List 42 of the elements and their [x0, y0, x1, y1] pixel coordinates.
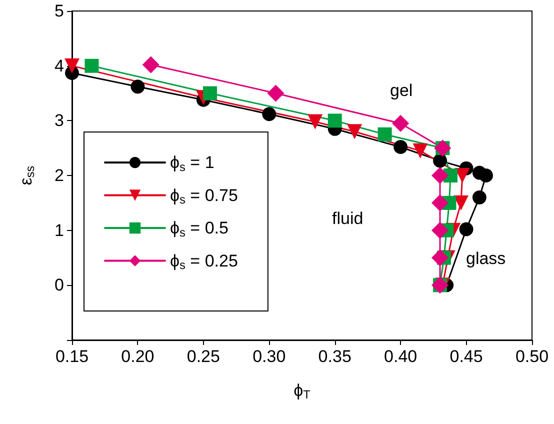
point — [412, 143, 428, 158]
point — [203, 86, 217, 100]
point — [267, 84, 284, 102]
point — [432, 194, 448, 212]
y-tick-label: 5 — [54, 2, 64, 20]
x-tick-label: 0.30 — [252, 347, 286, 366]
point — [308, 114, 323, 130]
point — [454, 168, 470, 183]
y-tick-label: 0 — [54, 276, 64, 295]
y-tick-label: 1 — [54, 220, 64, 240]
point — [394, 140, 408, 154]
x-tick-label: 0.20 — [121, 347, 154, 366]
point — [392, 114, 410, 132]
x-tick-label: 0.25 — [186, 347, 220, 366]
x-tick-label: 0.50 — [515, 347, 549, 366]
y-tick-label: 4 — [54, 56, 64, 76]
y-axis-title: εss — [16, 166, 37, 186]
annotation: gel — [390, 81, 413, 100]
point — [142, 56, 160, 74]
y-tick-label: 3 — [54, 111, 64, 130]
point — [479, 168, 493, 182]
x-tick-label: 0.40 — [384, 347, 418, 366]
point — [130, 80, 145, 94]
point — [84, 58, 99, 73]
annotation: fluid — [332, 209, 364, 228]
point — [459, 222, 474, 236]
x-tick-label: 0.45 — [450, 347, 483, 366]
point — [347, 124, 362, 140]
x-tick-label: 0.35 — [318, 347, 352, 366]
point — [262, 107, 276, 122]
point — [454, 195, 469, 210]
point — [432, 222, 448, 239]
point — [64, 58, 80, 74]
point — [378, 127, 392, 142]
point — [433, 154, 447, 168]
point — [472, 190, 486, 204]
point — [432, 249, 448, 266]
annotation: glass — [466, 249, 506, 268]
x-tick-label: 0.15 — [55, 347, 89, 366]
y-tick-label: 2 — [54, 166, 64, 185]
point — [328, 114, 342, 128]
point — [432, 167, 448, 184]
